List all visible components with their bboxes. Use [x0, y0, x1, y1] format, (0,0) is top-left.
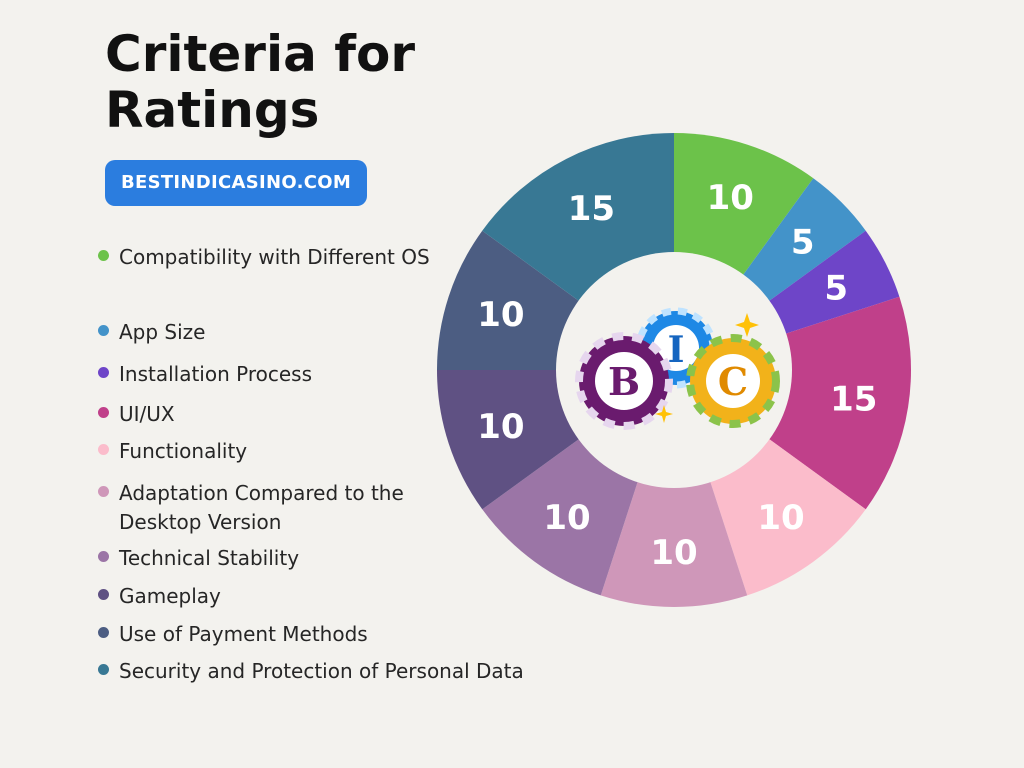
legend-swatch [98, 551, 109, 562]
legend-swatch [98, 367, 109, 378]
legend-swatch [98, 664, 109, 675]
donut-value-labels: 10 55 15 10 10 10 10 10 15 [477, 178, 877, 573]
slice-value-label: 10 [543, 498, 590, 538]
site-badge: BESTINDICASINO.COM [105, 160, 367, 206]
page-title: Criteria for Ratings [105, 25, 416, 139]
legend-swatch [98, 250, 109, 261]
sparkle-icon [735, 313, 759, 337]
legend-swatch [98, 589, 109, 600]
slice-value-label: 15 [830, 379, 877, 419]
legend-label: Compatibility with Different OS [119, 245, 430, 269]
legend-swatch [98, 486, 109, 497]
logo-letter-c: C [718, 359, 748, 404]
legend-swatch [98, 627, 109, 638]
slice-value-label: 10 [707, 178, 754, 218]
sparkle-icon [655, 405, 673, 423]
legend-swatch [98, 444, 109, 455]
legend-label: UI/UX [119, 402, 175, 426]
slice-value-label: 10 [650, 533, 697, 573]
legend-swatch [98, 325, 109, 336]
logo-letter-i: I [668, 329, 685, 371]
legend-label: Gameplay [119, 584, 221, 608]
legend-label: Installation Process [119, 362, 312, 386]
slice-value-label: 10 [477, 407, 524, 447]
slice-value-label: 10 [477, 295, 524, 335]
legend-label: Adaptation Compared to the Desktop Versi… [119, 481, 404, 534]
legend-label: Functionality [119, 439, 248, 463]
legend-label: App Size [119, 320, 206, 344]
legend-label: Security and Protection of Personal Data [119, 659, 524, 683]
logo-letter-b: B [608, 359, 640, 404]
legend-swatch [98, 407, 109, 418]
slice-value-label: 5 [824, 268, 848, 308]
donut-slice [600, 370, 748, 607]
chip-b-icon: B [575, 332, 673, 430]
legend-label: Use of Payment Methods [119, 622, 368, 646]
slice-value-label: 15 [568, 189, 615, 229]
casino-chips-logo: I B C [575, 307, 780, 430]
slice-value-label: 10 [757, 498, 804, 538]
slice-value-label: 5 [791, 222, 815, 262]
donut-slice [674, 296, 911, 510]
legend-label: Technical Stability [119, 546, 300, 570]
chip-c-icon: C [686, 334, 780, 428]
